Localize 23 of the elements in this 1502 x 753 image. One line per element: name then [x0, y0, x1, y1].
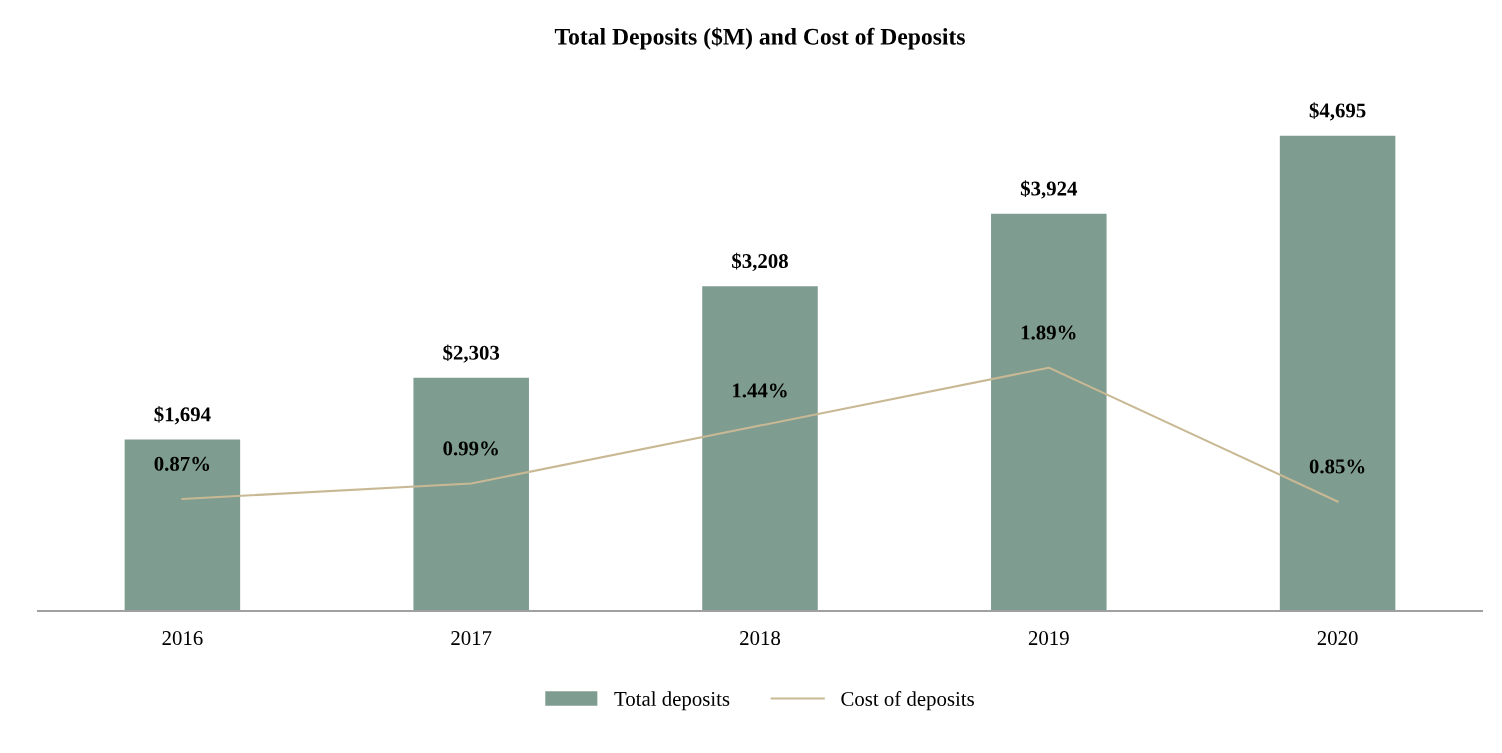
data-label: $3,208: [732, 252, 788, 272]
data-label: $3,924: [1020, 180, 1078, 199]
bar: [124, 439, 241, 611]
x-tick-label: 2018: [740, 631, 781, 646]
legend-label: Total deposits: [614, 691, 730, 711]
data-label: 0.87%: [154, 456, 210, 471]
data-label: 1.89%: [1021, 325, 1076, 340]
data-label: 0.99%: [443, 441, 498, 456]
data-label: $2,303: [443, 344, 500, 363]
data-label: $4,695: [1309, 102, 1366, 121]
bar: [1279, 135, 1396, 611]
data-label: 0.85%: [1309, 459, 1365, 474]
x-tick-label: 2017: [451, 631, 492, 646]
data-label: $1,694: [154, 406, 211, 425]
chart-title: Total Deposits ($M) and Cost of Deposits: [554, 27, 965, 50]
legend-label: Cost of deposits: [841, 691, 974, 711]
x-tick-label: 2016: [162, 631, 203, 646]
bar: [991, 213, 1107, 611]
bar: [702, 286, 818, 611]
data-label: 1.44%: [733, 383, 787, 398]
bar: [413, 377, 529, 611]
x-tick-label: 2020: [1317, 631, 1358, 646]
x-tick-label: 2019: [1028, 631, 1069, 646]
